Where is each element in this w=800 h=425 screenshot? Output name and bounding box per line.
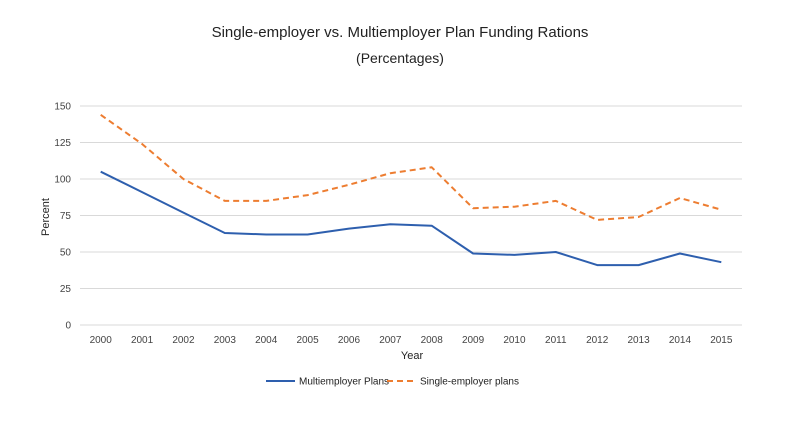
y-axis-title: Percent: [40, 198, 52, 236]
x-tick-label: 2008: [421, 335, 444, 346]
chart-title: Single-employer vs. Multiemployer Plan F…: [211, 24, 589, 41]
x-tick-label: 2005: [296, 335, 319, 346]
x-tick-label: 2002: [172, 335, 195, 346]
y-tick-label: 150: [54, 102, 71, 113]
x-tick-label: 2014: [669, 335, 692, 346]
x-tick-label: 2009: [462, 335, 485, 346]
legend-label: Multiemployer Plans: [299, 377, 389, 388]
y-tick-labels: 0 25 50 75 100 125 150: [54, 102, 71, 332]
grid-lines: [80, 105, 742, 326]
y-tick-label: 75: [60, 211, 72, 222]
series-lines: [100, 113, 722, 267]
y-tick-label: 50: [60, 248, 72, 259]
y-tick-label: 25: [60, 284, 72, 295]
series-line-multiemployer: [100, 170, 722, 267]
x-tick-label: 2001: [131, 335, 154, 346]
x-tick-label: 2015: [710, 335, 733, 346]
x-tick-label: 2006: [338, 335, 361, 346]
y-tick-label: 0: [65, 321, 71, 332]
x-tick-labels: 2000 2001 2002 2003 2004 2005 2006 2007 2008 2009…: [90, 335, 733, 346]
x-tick-label: 2000: [90, 335, 113, 346]
y-tick-label: 125: [54, 138, 71, 149]
x-tick-label: 2004: [255, 335, 278, 346]
x-tick-label: 2013: [627, 335, 650, 346]
legend-label: Single-employer plans: [420, 377, 519, 388]
x-axis-title: Year: [401, 350, 424, 362]
x-tick-label: 2011: [545, 335, 567, 346]
legend: Multiemployer Plans Single-employer plans: [266, 377, 519, 388]
x-tick-label: 2003: [214, 335, 237, 346]
x-tick-label: 2010: [503, 335, 526, 346]
series-line-single-employer: [100, 113, 722, 221]
x-tick-label: 2012: [586, 335, 609, 346]
y-tick-label: 100: [54, 175, 71, 186]
chart-subtitle: (Percentages): [356, 50, 444, 66]
x-tick-label: 2007: [379, 335, 402, 346]
